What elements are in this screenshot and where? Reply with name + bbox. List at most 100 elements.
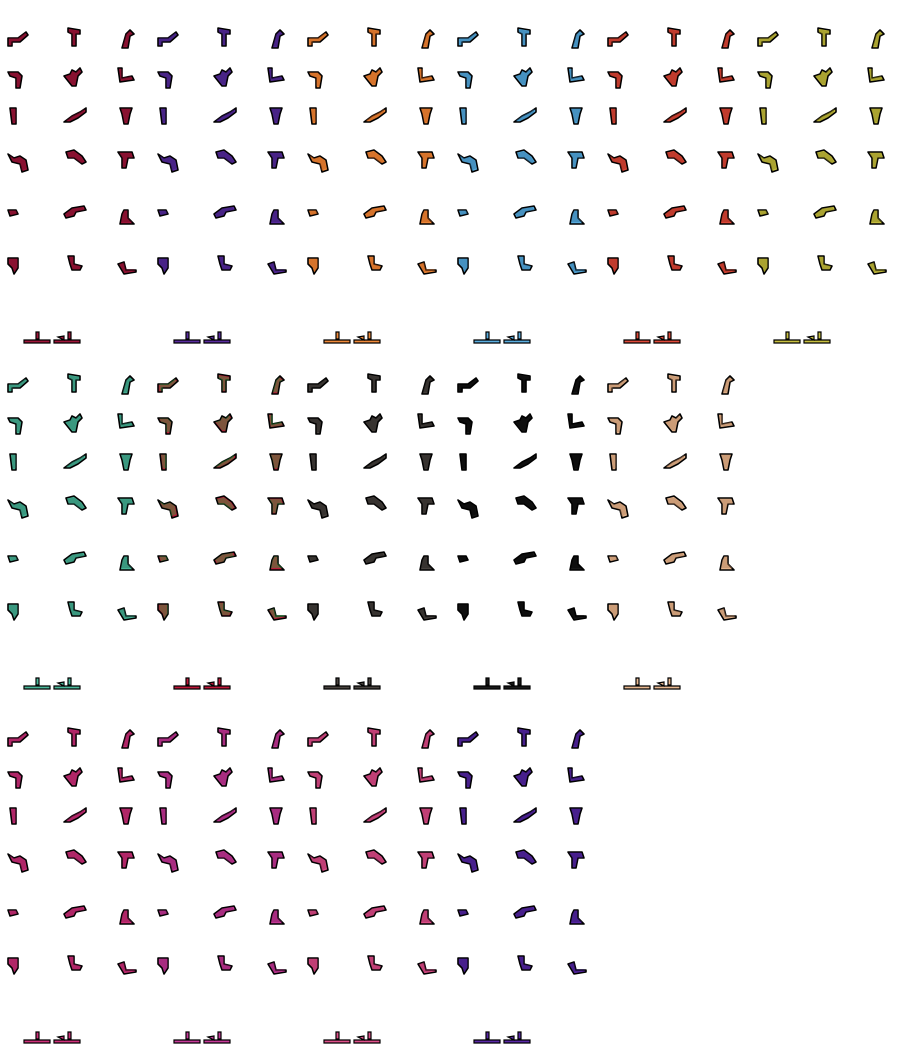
sprite-black-r0-c2: [562, 370, 590, 398]
sprite-skyblue-r5-c0: [454, 250, 482, 278]
sprite-orange-r0-c1: [360, 24, 388, 52]
sprite-tan-r5-c0: [604, 596, 632, 624]
sprite-tricolor-r4-c2: [262, 544, 290, 572]
sprite-crimson-r3-c2: [112, 146, 140, 174]
floor-sprite-teal: [22, 670, 82, 690]
sprite-skyblue-r4-c2: [562, 198, 590, 226]
sprite-tricolor-r4-c0: [154, 544, 182, 572]
sprite-olive-r5-c2: [862, 250, 890, 278]
sprite-tan-r2-c1: [660, 446, 688, 474]
sprite-tan-r3-c2: [712, 492, 740, 520]
sprite-charcoal-r2-c1: [360, 446, 388, 474]
sprite-olive-r5-c0: [754, 250, 782, 278]
sprite-indigo-r3-c1: [210, 146, 238, 174]
sprite-teal-r1-c1: [60, 408, 88, 436]
sprite-magenta-r0-c0: [4, 724, 32, 752]
sprite-charcoal-r5-c1: [360, 596, 388, 624]
floor-sprite-olive: [772, 324, 832, 344]
sprite-tricolor-r2-c2: [262, 446, 290, 474]
sprite-orchid-r1-c1: [210, 762, 238, 790]
floor-sprite-orchid: [172, 1024, 232, 1044]
sprite-crimson-r3-c0: [4, 146, 32, 174]
sprite-olive-r1-c1: [810, 62, 838, 90]
sprite-pink-r3-c2: [412, 846, 440, 874]
sprite-orange-r4-c1: [360, 198, 388, 226]
sprite-violet-r1-c2: [562, 762, 590, 790]
sprite-magenta-r0-c1: [60, 724, 88, 752]
floor-sprite-crimson: [22, 324, 82, 344]
sprite-black-r5-c1: [510, 596, 538, 624]
sprite-pink-r0-c2: [412, 724, 440, 752]
sprite-tan-r3-c0: [604, 492, 632, 520]
sprite-tricolor-r0-c2: [262, 370, 290, 398]
sprite-crimson-r2-c1: [60, 100, 88, 128]
sprite-crimson-r5-c0: [4, 250, 32, 278]
sprite-tricolor-r3-c2: [262, 492, 290, 520]
sprite-teal-r5-c2: [112, 596, 140, 624]
sprite-olive-r4-c0: [754, 198, 782, 226]
sprite-crimson-r0-c2: [112, 24, 140, 52]
sprite-skyblue-r5-c2: [562, 250, 590, 278]
sprite-olive-r0-c1: [810, 24, 838, 52]
sprite-tan-r1-c2: [712, 408, 740, 436]
sprite-tricolor-r5-c2: [262, 596, 290, 624]
sprite-orange-r2-c0: [304, 100, 332, 128]
sprite-magenta-r3-c0: [4, 846, 32, 874]
sprite-magenta-r3-c2: [112, 846, 140, 874]
sprite-violet-r5-c0: [454, 950, 482, 978]
sprite-pink-r1-c2: [412, 762, 440, 790]
sprite-black-r1-c1: [510, 408, 538, 436]
floor-sprite-indigo: [172, 324, 232, 344]
sprite-orange-r5-c1: [360, 250, 388, 278]
sprite-magenta-r1-c2: [112, 762, 140, 790]
sprite-teal-r1-c0: [4, 408, 32, 436]
sprite-teal-r5-c1: [60, 596, 88, 624]
sprite-red-r4-c1: [660, 198, 688, 226]
sprite-skyblue-r4-c1: [510, 198, 538, 226]
sprite-indigo-r0-c0: [154, 24, 182, 52]
sprite-orchid-r0-c1: [210, 724, 238, 752]
sprite-orchid-r1-c2: [262, 762, 290, 790]
sprite-teal-r0-c1: [60, 370, 88, 398]
sprite-tricolor-r2-c1: [210, 446, 238, 474]
sprite-magenta-r1-c0: [4, 762, 32, 790]
sprite-teal-r0-c2: [112, 370, 140, 398]
sprite-olive-r3-c1: [810, 146, 838, 174]
sprite-olive-r3-c0: [754, 146, 782, 174]
sprite-magenta-r5-c2: [112, 950, 140, 978]
sprite-orchid-r2-c2: [262, 800, 290, 828]
sprite-charcoal-r1-c0: [304, 408, 332, 436]
sprite-crimson-r1-c0: [4, 62, 32, 90]
sprite-indigo-r1-c1: [210, 62, 238, 90]
sprite-violet-r3-c2: [562, 846, 590, 874]
sprite-orchid-r0-c2: [262, 724, 290, 752]
sprite-orange-r0-c2: [412, 24, 440, 52]
sprite-charcoal-r5-c0: [304, 596, 332, 624]
sprite-magenta-r5-c0: [4, 950, 32, 978]
floor-sprite-tan: [622, 670, 682, 690]
sprite-magenta-r2-c1: [60, 800, 88, 828]
sprite-red-r5-c0: [604, 250, 632, 278]
sprite-black-r2-c1: [510, 446, 538, 474]
sprite-skyblue-r2-c0: [454, 100, 482, 128]
sprite-red-r2-c0: [604, 100, 632, 128]
sprite-olive-r2-c1: [810, 100, 838, 128]
sprite-red-r4-c0: [604, 198, 632, 226]
sprite-orange-r2-c1: [360, 100, 388, 128]
floor-sprite-charcoal: [322, 670, 382, 690]
sprite-crimson-r5-c2: [112, 250, 140, 278]
sprite-tan-r4-c2: [712, 544, 740, 572]
sprite-skyblue-r5-c1: [510, 250, 538, 278]
sprite-orchid-r4-c2: [262, 898, 290, 926]
sprite-tan-r0-c1: [660, 370, 688, 398]
sprite-pink-r3-c0: [304, 846, 332, 874]
sprite-red-r3-c1: [660, 146, 688, 174]
sprite-pink-r2-c0: [304, 800, 332, 828]
sprite-violet-r0-c1: [510, 724, 538, 752]
sprite-indigo-r4-c1: [210, 198, 238, 226]
sprite-orange-r4-c0: [304, 198, 332, 226]
sprite-pink-r4-c2: [412, 898, 440, 926]
sprite-black-r4-c2: [562, 544, 590, 572]
sprite-pink-r0-c0: [304, 724, 332, 752]
